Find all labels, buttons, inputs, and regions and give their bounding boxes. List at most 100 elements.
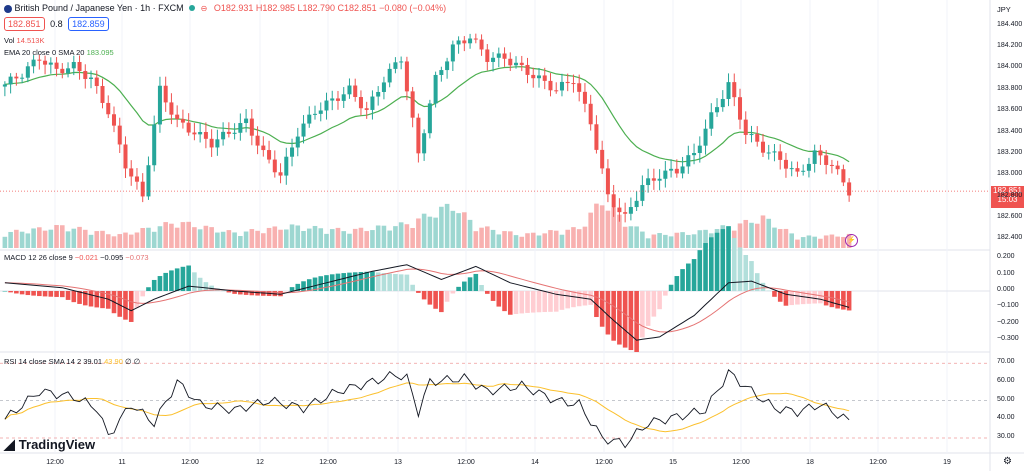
volume-bar	[703, 229, 708, 248]
rsi-legend[interactable]: RSI 14 close SMA 14 2 39.01 43.90 ∅ ∅	[4, 357, 140, 366]
candle	[123, 144, 128, 169]
candle	[404, 61, 409, 92]
candle	[427, 103, 432, 134]
macd-hist-bar	[387, 273, 392, 291]
candle	[605, 168, 610, 195]
volume-bar	[686, 234, 691, 248]
candle	[393, 62, 398, 69]
currency-label[interactable]: JPY	[997, 5, 1011, 14]
volume-bar	[800, 237, 806, 248]
candle	[783, 159, 788, 169]
macd-hist-bar	[731, 237, 737, 291]
buy-button[interactable]: 182.859	[68, 17, 109, 31]
macd-hist-bar	[588, 290, 593, 305]
rsi-tick-label: 40.00	[997, 414, 1015, 422]
volume-legend[interactable]: Vol 14.513K	[4, 36, 44, 45]
candle	[341, 94, 346, 101]
volume-bar	[611, 207, 616, 248]
candle	[749, 134, 754, 136]
rsi-tick-label: 70.00	[997, 358, 1015, 366]
price-tick-label: 183.000	[997, 170, 1023, 178]
volume-bar	[645, 238, 651, 248]
volume-bar	[456, 213, 461, 248]
ema-legend[interactable]: EMA 20 close 0 SMA 20 183.095	[4, 48, 114, 57]
candle	[663, 170, 668, 179]
sell-button[interactable]: 182.851	[4, 17, 45, 31]
price-tick-label: 183.800	[997, 84, 1023, 92]
candle	[433, 74, 438, 104]
candle	[778, 151, 783, 160]
candle	[559, 81, 564, 91]
volume-bar	[749, 222, 754, 248]
volume-bar	[462, 212, 467, 248]
macd-hist-bar	[71, 290, 77, 303]
macd-hist-bar	[680, 269, 685, 291]
candle	[255, 135, 260, 146]
time-tick-label: 15	[669, 459, 677, 466]
macd-hist-bar	[686, 263, 691, 291]
candle	[71, 62, 76, 69]
price-tick-label: 184.200	[997, 42, 1023, 50]
settings-gear-icon[interactable]: ⚙	[1003, 456, 1012, 467]
macd-hist-bar	[571, 290, 576, 308]
time-tick-label: 13	[394, 459, 402, 466]
volume-bar	[381, 225, 387, 248]
candle	[548, 80, 553, 91]
macd-hist-bar	[370, 271, 375, 291]
volume-bar	[105, 234, 111, 248]
candle	[43, 60, 48, 65]
candle	[743, 119, 748, 135]
volume-bar	[94, 231, 100, 248]
candle	[623, 212, 628, 214]
time-tick-label: 14	[531, 459, 539, 466]
macd-tick-label: 0.100	[997, 269, 1015, 277]
price-tick-label: 182.400	[997, 234, 1023, 242]
volume-bar	[261, 233, 266, 248]
macd-hist-bar	[525, 290, 530, 313]
lightning-icon[interactable]: ⚡	[845, 234, 858, 247]
volume-bar	[347, 233, 352, 248]
macd-hist-bar	[192, 272, 197, 291]
candle	[824, 155, 829, 165]
macd-hist-bar	[341, 273, 347, 291]
candle	[646, 178, 651, 186]
macd-legend[interactable]: MACD 12 26 close 9 −0.021 −0.095 −0.073	[4, 253, 149, 262]
volume-bar	[674, 232, 680, 248]
macd-hist-bar	[439, 290, 444, 313]
volume-bar	[272, 226, 278, 248]
volume-bar	[255, 230, 260, 248]
candle	[25, 66, 30, 78]
symbol-title[interactable]: British Pound / Japanese Yen · 1h · FXCM	[14, 3, 184, 13]
macd-tick-label: 0.200	[997, 253, 1015, 261]
price-tick-label: 182.800	[997, 191, 1023, 199]
macd-hist-bar	[88, 290, 94, 307]
macd-hist-bar	[766, 290, 772, 292]
candle	[468, 38, 473, 44]
macd-hist-bar	[238, 290, 243, 295]
volume-bar	[519, 236, 525, 248]
alert-icon[interactable]: ⊖	[200, 4, 208, 13]
macd-hist-bar	[31, 290, 36, 296]
candle	[381, 82, 386, 92]
candle	[439, 70, 444, 75]
volume-bar	[427, 216, 433, 248]
volume-bar	[358, 227, 364, 248]
candle	[301, 123, 306, 137]
volume-bar	[19, 231, 25, 248]
candle	[600, 149, 605, 169]
price-tick-label: 183.600	[997, 106, 1023, 114]
candle	[66, 68, 71, 74]
volume-bar	[697, 230, 703, 248]
macd-hist-bar	[548, 290, 553, 312]
macd-hist-bar	[169, 270, 174, 291]
tradingview-logo[interactable]: ◢ TradingView	[4, 436, 95, 453]
candle	[146, 165, 151, 197]
volume-bar	[370, 230, 375, 248]
ema-label: EMA 20 close 0 SMA 20	[4, 48, 85, 57]
volume-bar	[306, 228, 312, 248]
macd-hist-bar	[565, 290, 571, 309]
volume-bar	[398, 222, 404, 248]
volume-bar	[82, 229, 88, 248]
volume-bar	[496, 234, 502, 248]
